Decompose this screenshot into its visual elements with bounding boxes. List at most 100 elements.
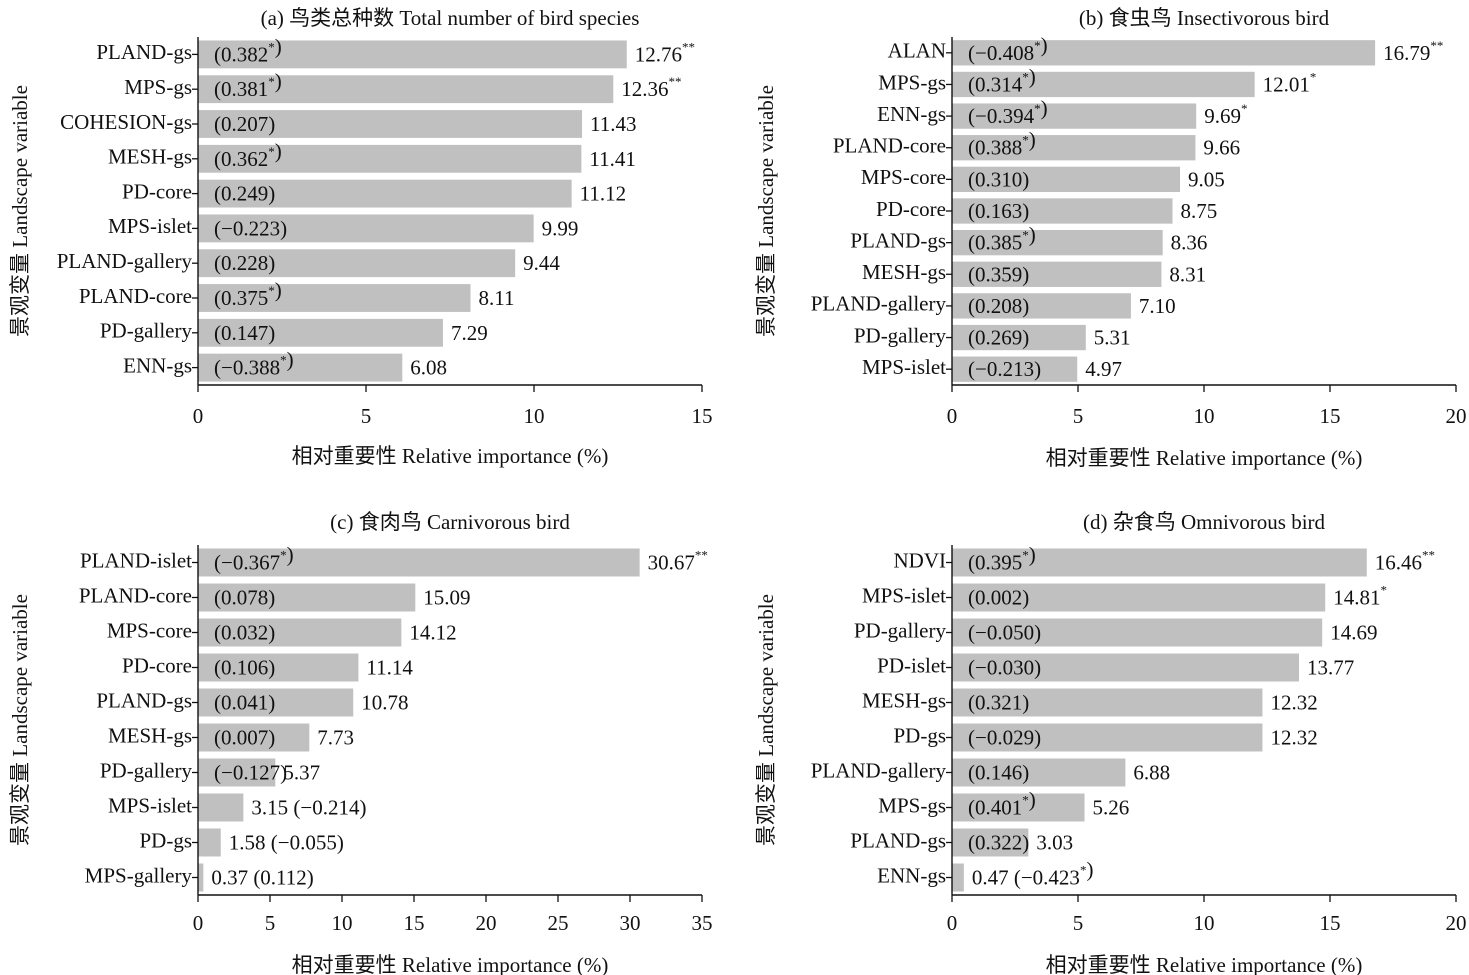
correlation-label: (0.208) — [968, 294, 1029, 318]
value-label: 5.31 — [1094, 325, 1131, 349]
correlation-label: (0.322) — [968, 830, 1029, 854]
correlation-label: (0.106) — [214, 655, 275, 679]
correlation-label: (0.314*) — [968, 64, 1036, 96]
value-label: 8.36 — [1171, 230, 1208, 254]
correlation-label: (−0.367*) — [214, 542, 294, 574]
bar — [952, 293, 1131, 319]
value-label: 8.75 — [1181, 199, 1218, 223]
correlation-label: (0.207) — [214, 112, 275, 136]
bar — [952, 135, 1196, 161]
value-label: 13.77 — [1307, 655, 1354, 679]
bar — [198, 863, 204, 892]
category-label: MPS-islet — [108, 214, 192, 238]
category-label: NDVI — [894, 548, 947, 572]
y-axis-label: 景观变量 Landscape variable — [754, 85, 778, 337]
correlation-label: (−0.029) — [968, 725, 1041, 749]
value-label: 7.73 — [317, 725, 354, 749]
bar — [198, 653, 359, 682]
bar — [198, 758, 276, 787]
value-label: 12.76** — [635, 39, 695, 66]
value-label: 7.29 — [451, 321, 488, 345]
value-label: 0.37 (0.112) — [211, 865, 313, 889]
correlation-label: (−0.223) — [214, 216, 287, 240]
category-label: MPS-gs — [878, 793, 946, 817]
category-label: MPS-gs — [878, 70, 946, 94]
x-tick-label: 0 — [193, 404, 204, 428]
value-label: 8.31 — [1169, 262, 1206, 286]
bar — [198, 548, 640, 577]
x-tick-label: 15 — [404, 911, 425, 935]
correlation-label: (0.362*) — [214, 139, 282, 171]
bar — [198, 353, 403, 382]
category-label: PD-core — [876, 197, 946, 221]
category-label: PD-gs — [893, 723, 946, 747]
bar — [198, 249, 516, 278]
correlation-label: (0.041) — [214, 690, 275, 714]
category-label: ENN-gs — [123, 353, 192, 377]
correlation-label: (−0.408*) — [968, 33, 1048, 65]
x-tick-label: 15 — [692, 404, 713, 428]
value-label: 10.78 — [361, 690, 408, 714]
category-label: PLAND-gallery — [811, 758, 947, 782]
bar — [952, 40, 1376, 66]
category-label: MPS-islet — [862, 355, 946, 379]
value-label: 5.26 — [1093, 795, 1130, 819]
bar — [952, 653, 1300, 682]
bar — [952, 863, 964, 892]
x-tick-label: 5 — [1073, 911, 1084, 935]
category-label: PLAND-core — [79, 583, 192, 607]
x-tick-label: 20 — [1446, 911, 1467, 935]
x-axis-label: 相对重要性 Relative importance (%) — [292, 953, 609, 975]
bar — [952, 229, 1163, 256]
category-label: MESH-gs — [862, 260, 946, 284]
bar — [952, 261, 1162, 287]
value-label: 5.37 — [283, 760, 320, 784]
bar — [952, 583, 1326, 612]
correlation-label: (−0.127) — [214, 760, 287, 784]
bar — [198, 214, 534, 243]
category-label: PLAND-gs — [96, 40, 192, 64]
bar — [952, 723, 1263, 752]
x-tick-label: 10 — [524, 404, 545, 428]
value-label: 11.12 — [580, 181, 626, 205]
category-label: MPS-gs — [124, 75, 192, 99]
x-tick-label: 0 — [193, 911, 204, 935]
value-label: 11.14 — [366, 655, 413, 679]
value-label: 15.09 — [423, 585, 470, 609]
category-label: PD-islet — [877, 653, 946, 677]
category-label: PLAND-gs — [96, 688, 192, 712]
bar — [198, 284, 471, 312]
bar — [952, 103, 1197, 129]
chart-panel-c: (c) 食肉鸟 Carnivorous bird 景观变量 Landscape v… — [8, 510, 713, 975]
bar — [198, 40, 627, 69]
x-tick-label: 5 — [1073, 404, 1084, 428]
correlation-label: (−0.388*) — [214, 347, 294, 379]
category-label: PD-gallery — [100, 319, 193, 343]
correlation-label: (0.002) — [968, 585, 1029, 609]
category-label: ENN-gs — [877, 102, 946, 126]
bar — [952, 618, 1323, 647]
x-tick-label: 5 — [265, 911, 276, 935]
correlation-label: (−0.050) — [968, 620, 1041, 644]
value-label: 16.79** — [1383, 38, 1443, 65]
category-label: COHESION-gs — [60, 110, 192, 134]
bar — [952, 166, 1181, 193]
bar — [198, 144, 582, 173]
value-label: 0.47 (−0.423*) — [972, 857, 1094, 889]
category-label: PD-gallery — [854, 618, 947, 642]
x-tick-label: 5 — [361, 404, 372, 428]
bar — [952, 758, 1126, 787]
correlation-label: (0.388*) — [968, 128, 1036, 160]
category-label: MPS-gallery — [85, 863, 193, 887]
bar — [198, 318, 443, 347]
correlation-label: (−0.394*) — [968, 96, 1048, 128]
y-axis-label: 景观变量 Landscape variable — [8, 85, 32, 337]
bar — [198, 110, 583, 138]
x-tick-label: 25 — [548, 911, 569, 935]
x-tick-label: 30 — [620, 911, 641, 935]
correlation-label: (0.385*) — [968, 222, 1036, 254]
value-label: 6.08 — [410, 355, 447, 379]
value-label: 8.11 — [478, 286, 514, 310]
x-axis-label: 相对重要性 Relative importance (%) — [1046, 953, 1363, 975]
correlation-label: (0.375*) — [214, 278, 282, 310]
